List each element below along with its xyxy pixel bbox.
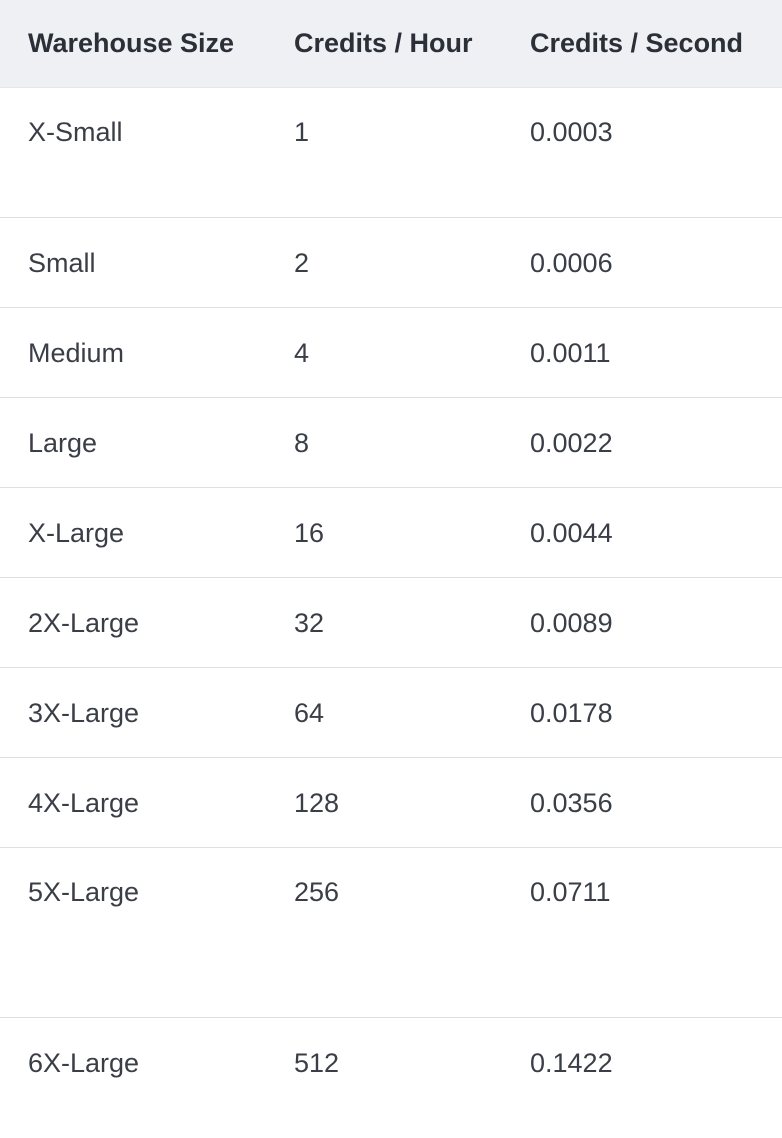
cell-credits-second: 0.0022 — [530, 427, 613, 458]
cell-credits-hour: 256 — [294, 876, 340, 907]
table-row: Medium 4 0.0011 — [0, 307, 782, 397]
cell-credits-second: 0.1422 — [530, 1047, 613, 1078]
cell-credits-second: 0.0711 — [530, 876, 611, 907]
cell-credits-hour: 8 — [294, 427, 310, 458]
cell-credits-hour: 128 — [294, 787, 340, 818]
cell-warehouse-size: Medium — [28, 337, 125, 368]
table-row: 4X-Large 128 0.0356 — [0, 757, 782, 847]
column-header-credits-hour: Credits / Hour — [294, 27, 473, 58]
cell-credits-second: 0.0006 — [530, 247, 613, 278]
table-row: X-Small 1 0.0003 — [0, 87, 782, 217]
table-row: Large 8 0.0022 — [0, 397, 782, 487]
cell-credits-second: 0.0011 — [530, 337, 611, 368]
table-header-row: Warehouse Size Credits / Hour Credits / … — [0, 0, 782, 87]
column-header-warehouse-size: Warehouse Size — [28, 27, 235, 58]
cell-warehouse-size: Large — [28, 427, 98, 458]
cell-credits-hour: 1 — [294, 116, 310, 147]
table-header: Warehouse Size Credits / Hour Credits / … — [0, 0, 782, 87]
cell-warehouse-size: 4X-Large — [28, 787, 140, 818]
cell-warehouse-size: X-Large — [28, 517, 125, 548]
table-row: X-Large 16 0.0044 — [0, 487, 782, 577]
cell-credits-hour: 32 — [294, 607, 325, 638]
cell-credits-hour: 4 — [294, 337, 310, 368]
cell-warehouse-size: 5X-Large — [28, 876, 140, 907]
cell-warehouse-size: Small — [28, 247, 96, 278]
cell-warehouse-size: 6X-Large — [28, 1047, 140, 1078]
cell-credits-second: 0.0003 — [530, 116, 613, 147]
cell-credits-second: 0.0178 — [530, 697, 613, 728]
table-row: 3X-Large 64 0.0178 — [0, 667, 782, 757]
table-row: 2X-Large 32 0.0089 — [0, 577, 782, 667]
table-row: 6X-Large 512 0.1422 — [0, 1017, 782, 1137]
table-row: Small 2 0.0006 — [0, 217, 782, 307]
cell-credits-hour: 16 — [294, 517, 325, 548]
cell-credits-hour: 512 — [294, 1047, 340, 1078]
cell-warehouse-size: 3X-Large — [28, 697, 140, 728]
cell-credits-second: 0.0356 — [530, 787, 613, 818]
table-row: 5X-Large 256 0.0711 — [0, 847, 782, 1017]
cell-credits-second: 0.0089 — [530, 607, 613, 638]
cell-credits-hour: 2 — [294, 247, 310, 278]
cell-credits-hour: 64 — [294, 697, 325, 728]
cell-warehouse-size: X-Small — [28, 116, 123, 147]
table-body: X-Small 1 0.0003 Small 2 0.0006 Medium 4… — [0, 87, 782, 1137]
cell-warehouse-size: 2X-Large — [28, 607, 140, 638]
cell-credits-second: 0.0044 — [530, 517, 613, 548]
column-header-credits-second: Credits / Second — [530, 27, 744, 58]
